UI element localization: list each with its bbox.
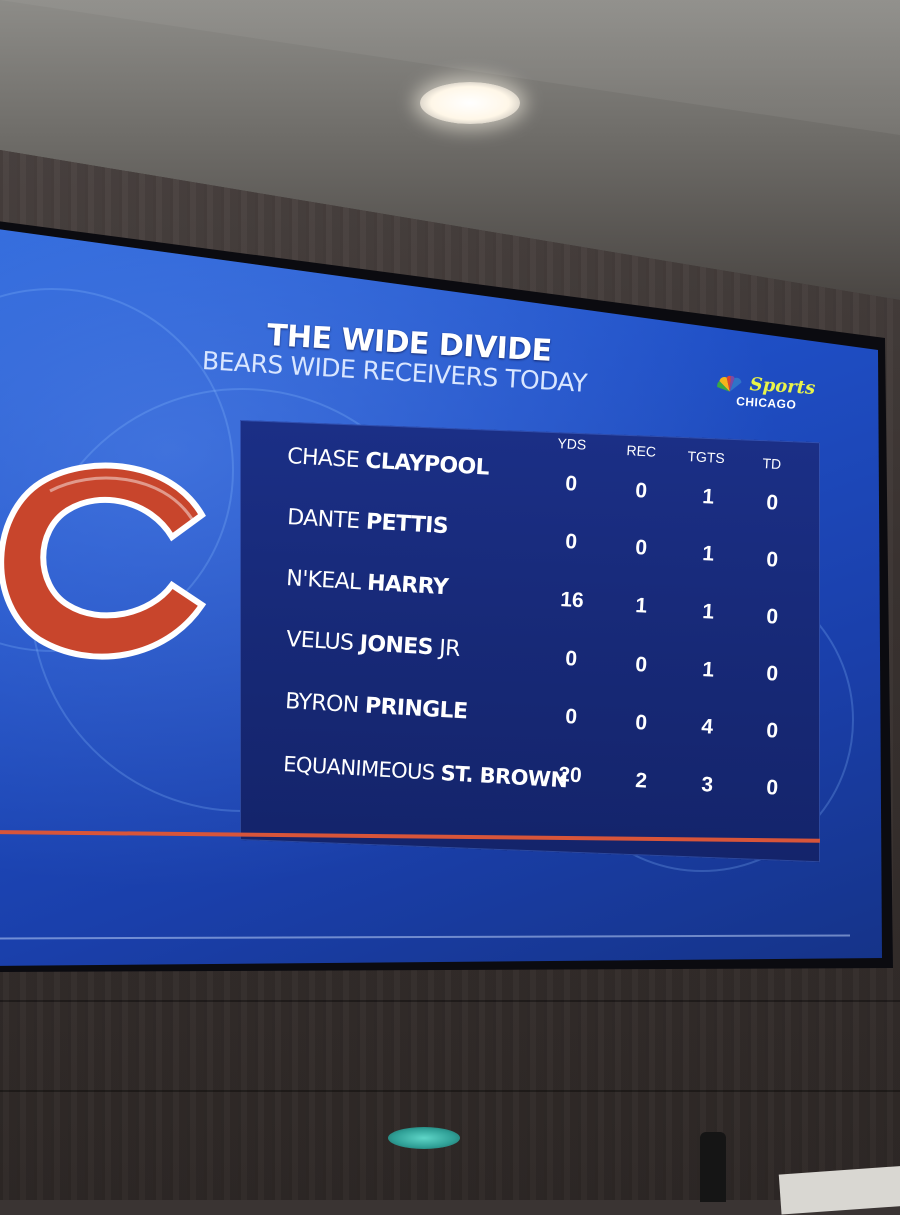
peacock-logo-icon xyxy=(717,375,742,392)
col-header-yds: YDS xyxy=(557,435,587,453)
stat-rec: 2 xyxy=(634,769,648,793)
player-first-name: VELUS xyxy=(285,627,355,656)
stat-td: 0 xyxy=(765,548,779,572)
stat-yds: 20 xyxy=(557,763,583,788)
stat-tgts: 1 xyxy=(701,485,715,509)
stat-rec: 0 xyxy=(634,711,648,735)
col-header-rec: REC xyxy=(626,442,657,460)
stat-rec: 0 xyxy=(634,479,648,503)
wall-seam xyxy=(0,1000,900,1002)
col-header-td: TD xyxy=(762,455,782,473)
stat-tgts: 3 xyxy=(700,773,714,797)
player-first-name: BYRON xyxy=(284,689,360,719)
ceiling-light xyxy=(420,82,520,124)
stat-td: 0 xyxy=(765,491,779,515)
stat-rec: 0 xyxy=(634,653,648,677)
player-last-name: JONES xyxy=(359,631,434,661)
dark-bottle xyxy=(700,1132,726,1202)
stat-td: 0 xyxy=(765,605,779,629)
stat-rec: 0 xyxy=(634,536,648,560)
teal-light-fixture xyxy=(388,1127,460,1149)
nbc-sports-chicago-logo: Sports CHICAGO xyxy=(716,372,818,413)
stat-yds: 0 xyxy=(564,472,578,496)
col-header-tgts: TGTS xyxy=(687,448,726,467)
stat-rec: 1 xyxy=(634,594,648,618)
player-first-name: N'KEAL xyxy=(285,566,362,596)
stat-yds: 16 xyxy=(559,588,585,613)
stat-yds: 0 xyxy=(564,647,578,671)
light-box xyxy=(778,1165,900,1215)
stat-yds: 0 xyxy=(564,530,578,554)
stat-yds: 0 xyxy=(564,705,578,729)
bears-c-logo-icon xyxy=(0,445,220,675)
stat-td: 0 xyxy=(765,776,779,800)
stat-tgts: 1 xyxy=(701,658,715,682)
player-last-name: HARRY xyxy=(366,570,449,601)
player-first-name: DANTE xyxy=(286,505,361,535)
player-name-suffix: JR xyxy=(438,635,461,662)
player-first-name: CHASE xyxy=(286,444,360,474)
stat-td: 0 xyxy=(765,719,779,743)
wall-seam xyxy=(0,1090,900,1092)
stat-tgts: 4 xyxy=(700,715,714,739)
player-last-name: PETTIS xyxy=(365,509,449,540)
stat-td: 0 xyxy=(765,662,779,686)
stat-tgts: 1 xyxy=(701,542,715,566)
stat-tgts: 1 xyxy=(701,600,715,624)
